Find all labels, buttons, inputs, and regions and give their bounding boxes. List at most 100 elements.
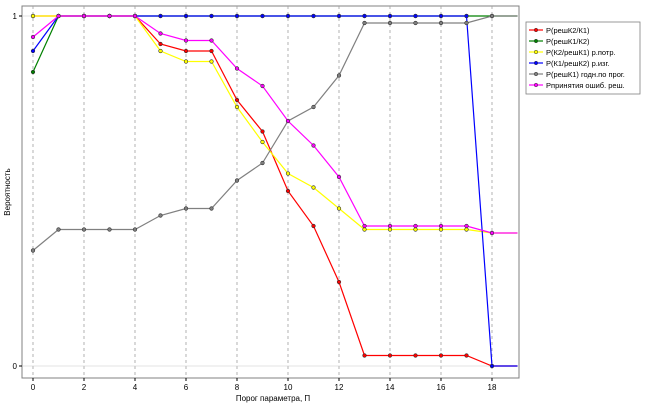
data-point xyxy=(234,66,240,71)
data-point xyxy=(362,13,367,19)
data-point xyxy=(260,129,265,134)
data-point xyxy=(132,227,138,232)
data-point xyxy=(362,20,367,26)
y-axis-label: Вероятность xyxy=(3,168,12,215)
data-point xyxy=(311,223,316,229)
data-point xyxy=(30,69,36,75)
data-point xyxy=(158,41,163,47)
data-point xyxy=(413,353,418,358)
legend-swatch-marker xyxy=(533,60,539,66)
x-tick-label: 8 xyxy=(235,383,240,392)
data-point xyxy=(260,160,265,166)
data-point xyxy=(234,178,240,183)
data-point xyxy=(464,20,469,26)
data-point xyxy=(413,227,418,232)
data-point xyxy=(209,48,214,54)
data-point xyxy=(209,13,214,19)
data-point xyxy=(438,20,444,26)
data-point xyxy=(438,13,444,19)
data-point xyxy=(336,174,342,180)
data-point xyxy=(311,185,316,190)
data-point xyxy=(30,248,36,253)
data-point xyxy=(30,48,36,54)
x-tick-label: 10 xyxy=(284,383,293,392)
data-point xyxy=(413,223,418,229)
data-point xyxy=(387,13,393,19)
legend-swatch-marker xyxy=(533,82,539,88)
data-point xyxy=(209,206,214,211)
data-point xyxy=(234,104,240,110)
y-tick-label: 1 xyxy=(13,12,18,21)
series-6 xyxy=(30,13,518,236)
data-point xyxy=(285,171,291,176)
data-point xyxy=(311,104,316,110)
data-point xyxy=(158,31,163,36)
data-point xyxy=(387,223,393,229)
data-point xyxy=(464,13,469,19)
data-point xyxy=(387,227,393,232)
data-point xyxy=(234,97,240,103)
data-point xyxy=(464,353,469,358)
data-point xyxy=(362,227,367,232)
data-point xyxy=(158,13,163,19)
legend-entry: P(решК1) годн.по прог. xyxy=(546,70,625,79)
data-point xyxy=(107,13,112,19)
x-tick-label: 4 xyxy=(133,383,138,392)
data-point xyxy=(336,206,342,211)
data-point xyxy=(158,213,163,218)
data-point xyxy=(183,48,189,54)
series-line xyxy=(32,15,518,234)
data-point xyxy=(260,13,265,19)
data-point xyxy=(438,227,444,232)
x-tick-label: 14 xyxy=(386,383,395,392)
data-point xyxy=(464,227,469,232)
data-point xyxy=(362,353,367,358)
x-tick-label: 6 xyxy=(184,383,189,392)
legend-entry: Рпринятия ошиб. реш. xyxy=(546,81,625,90)
data-point xyxy=(336,279,342,285)
data-point xyxy=(311,143,316,148)
legend-swatch-marker xyxy=(533,27,539,33)
legend-entry: P(решК2/К1) xyxy=(546,26,590,35)
x-tick-label: 16 xyxy=(437,383,446,392)
legend-swatch-marker xyxy=(533,49,539,55)
legend-entry: P(решК1/К2) xyxy=(546,37,590,46)
data-point xyxy=(183,59,189,64)
x-axis-label: Порог параметра, П xyxy=(236,394,311,403)
data-point xyxy=(158,48,163,54)
y-tick-label: 0 xyxy=(13,362,18,371)
data-point xyxy=(336,73,342,78)
data-point xyxy=(413,13,418,19)
data-point xyxy=(209,59,214,64)
x-tick-label: 18 xyxy=(488,383,497,392)
data-point xyxy=(387,353,393,358)
data-point xyxy=(260,139,265,145)
data-point xyxy=(183,13,189,19)
data-point xyxy=(336,13,342,19)
data-point xyxy=(183,38,189,43)
data-point xyxy=(56,13,61,19)
legend-entry: P(К2/решК1) р.потр. xyxy=(546,48,616,57)
legend-swatch-marker xyxy=(533,38,539,44)
legend-swatch-marker xyxy=(533,71,539,77)
data-point xyxy=(489,363,495,369)
x-tick-label: 12 xyxy=(335,383,344,392)
data-point xyxy=(311,13,316,19)
data-point xyxy=(438,223,444,229)
data-point xyxy=(132,13,138,19)
data-point xyxy=(260,83,265,89)
data-point xyxy=(209,38,214,43)
data-point xyxy=(234,13,240,19)
data-point xyxy=(464,223,469,229)
x-tick-label: 0 xyxy=(31,383,36,392)
data-point xyxy=(362,223,367,229)
x-tick-label: 2 xyxy=(82,383,87,392)
data-point xyxy=(438,353,444,358)
data-point xyxy=(285,13,291,19)
data-point xyxy=(183,206,189,211)
data-point xyxy=(107,227,112,232)
legend-entry: P(К1/решК2) р.изг. xyxy=(546,59,609,68)
data-point xyxy=(387,20,393,26)
